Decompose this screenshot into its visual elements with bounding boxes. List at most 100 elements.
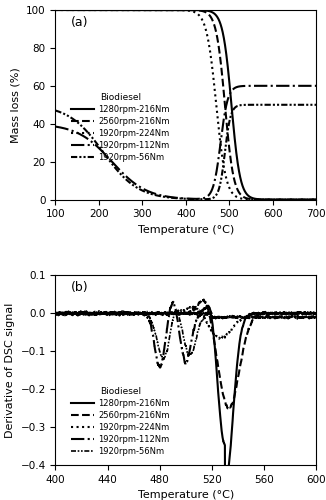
2560rpm-216Nm [67, 7, 71, 13]
Line: 1920rpm-56Nm: 1920rpm-56Nm [55, 311, 316, 360]
1920rpm-224Nm [259, 196, 263, 202]
2560rpm-216Nm [173, 7, 177, 13]
Line: 1280rpm-216Nm: 1280rpm-216Nm [55, 10, 316, 200]
1920rpm-56Nm [259, 314, 263, 320]
1920rpm-56Nm [181, 328, 185, 334]
1920rpm-112Nm [158, 364, 162, 370]
1920rpm-56Nm [201, 196, 205, 202]
1920rpm-112Nm [53, 124, 57, 130]
1920rpm-224Nm [306, 196, 310, 202]
1920rpm-56Nm [67, 113, 71, 119]
1920rpm-112Nm [314, 314, 318, 320]
1920rpm-112Nm [180, 196, 184, 202]
2560rpm-216Nm [53, 7, 57, 13]
1920rpm-112Nm [194, 196, 198, 202]
1920rpm-112Nm [53, 311, 57, 317]
1920rpm-112Nm [307, 314, 311, 320]
2560rpm-216Nm [307, 196, 311, 202]
1280rpm-216Nm [259, 196, 263, 202]
1920rpm-56Nm [174, 310, 178, 316]
2560rpm-216Nm [259, 196, 263, 202]
1280rpm-216Nm [307, 312, 311, 318]
1280rpm-216Nm [67, 7, 71, 13]
1920rpm-224Nm [259, 312, 263, 318]
X-axis label: Temperature (°C): Temperature (°C) [138, 490, 234, 500]
1920rpm-112Nm [181, 350, 185, 356]
1920rpm-112Nm [259, 83, 263, 89]
2560rpm-216Nm [314, 196, 318, 202]
1920rpm-224Nm [173, 7, 177, 13]
1920rpm-112Nm [259, 314, 263, 320]
2560rpm-216Nm [67, 310, 71, 316]
Legend: 1280rpm-216Nm, 2560rpm-216Nm, 1920rpm-224Nm, 1920rpm-112Nm, 1920rpm-56Nm: 1280rpm-216Nm, 2560rpm-216Nm, 1920rpm-22… [67, 384, 173, 459]
1920rpm-56Nm [307, 314, 311, 320]
1920rpm-56Nm [314, 102, 318, 108]
1280rpm-216Nm [259, 310, 263, 316]
2560rpm-216Nm [227, 406, 231, 411]
1280rpm-216Nm [307, 312, 311, 318]
1920rpm-56Nm [122, 308, 126, 314]
Text: (a): (a) [71, 16, 89, 28]
1920rpm-224Nm [173, 309, 177, 315]
1920rpm-56Nm [173, 195, 177, 201]
1920rpm-224Nm [180, 308, 184, 314]
Line: 1920rpm-56Nm: 1920rpm-56Nm [55, 105, 316, 199]
1920rpm-56Nm [67, 309, 71, 315]
1920rpm-112Nm [67, 309, 71, 315]
2560rpm-216Nm [314, 310, 318, 316]
2560rpm-216Nm [306, 196, 310, 202]
1920rpm-112Nm [174, 306, 178, 312]
1920rpm-112Nm [314, 83, 318, 89]
1920rpm-56Nm [180, 196, 184, 202]
2560rpm-216Nm [173, 311, 177, 317]
1920rpm-224Nm [53, 310, 57, 316]
1920rpm-224Nm [314, 310, 318, 316]
1920rpm-112Nm [307, 83, 311, 89]
1280rpm-216Nm [223, 482, 227, 488]
1280rpm-216Nm [314, 310, 318, 316]
1920rpm-224Nm [191, 304, 195, 310]
1920rpm-56Nm [307, 314, 311, 320]
2560rpm-216Nm [180, 7, 184, 13]
1920rpm-224Nm [307, 196, 311, 202]
1920rpm-224Nm [307, 310, 311, 316]
Text: (b): (b) [71, 281, 89, 294]
Line: 1280rpm-216Nm: 1280rpm-216Nm [55, 306, 316, 484]
2560rpm-216Nm [307, 310, 311, 316]
2560rpm-216Nm [202, 296, 206, 302]
1920rpm-224Nm [217, 336, 221, 342]
1280rpm-216Nm [314, 196, 318, 202]
1280rpm-216Nm [180, 7, 184, 13]
2560rpm-216Nm [307, 311, 311, 317]
1920rpm-112Nm [307, 83, 311, 89]
1920rpm-56Nm [53, 108, 57, 114]
2560rpm-216Nm [180, 311, 184, 317]
1920rpm-224Nm [314, 196, 318, 202]
1920rpm-112Nm [67, 126, 71, 132]
Line: 1920rpm-112Nm: 1920rpm-112Nm [55, 301, 316, 368]
1920rpm-224Nm [67, 310, 71, 316]
1920rpm-224Nm [307, 310, 311, 316]
1920rpm-56Nm [307, 102, 311, 108]
Line: 1920rpm-224Nm: 1920rpm-224Nm [55, 306, 316, 338]
1280rpm-216Nm [173, 310, 177, 316]
Legend: 1280rpm-216Nm, 2560rpm-216Nm, 1920rpm-224Nm, 1920rpm-112Nm, 1920rpm-56Nm: 1280rpm-216Nm, 2560rpm-216Nm, 1920rpm-22… [67, 90, 173, 165]
Line: 2560rpm-216Nm: 2560rpm-216Nm [55, 300, 316, 408]
1920rpm-56Nm [254, 102, 258, 108]
Y-axis label: Derivative of DSC signal: Derivative of DSC signal [5, 302, 15, 438]
Line: 1920rpm-112Nm: 1920rpm-112Nm [55, 86, 316, 199]
1280rpm-216Nm [307, 196, 311, 202]
1920rpm-112Nm [171, 298, 175, 304]
1920rpm-112Nm [307, 314, 311, 320]
1920rpm-112Nm [256, 83, 260, 89]
1920rpm-224Nm [180, 7, 184, 13]
1280rpm-216Nm [173, 7, 177, 13]
1920rpm-224Nm [67, 7, 71, 13]
1920rpm-224Nm [53, 7, 57, 13]
1920rpm-56Nm [259, 102, 263, 108]
1920rpm-112Nm [173, 194, 177, 200]
1280rpm-216Nm [53, 7, 57, 13]
Line: 1920rpm-224Nm: 1920rpm-224Nm [55, 10, 316, 200]
1280rpm-216Nm [67, 310, 71, 316]
1280rpm-216Nm [205, 302, 209, 308]
